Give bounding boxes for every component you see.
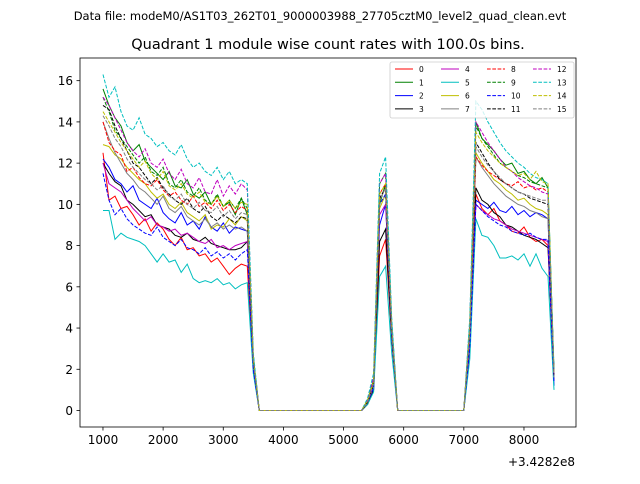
legend-label: 14 xyxy=(557,92,567,101)
series-line-8 xyxy=(102,121,555,411)
y-tick-label: 2 xyxy=(65,363,73,377)
y-tick-label: 6 xyxy=(65,280,73,294)
axes-frame xyxy=(79,57,577,428)
x-tick-label: 1000 xyxy=(88,433,119,447)
legend-item-3: 3 xyxy=(395,105,424,114)
x-tick-label: 8000 xyxy=(509,433,540,447)
legend-item-5: 5 xyxy=(441,78,470,87)
y-tick-label: 14 xyxy=(58,115,73,129)
y-tick-label: 4 xyxy=(65,322,73,336)
legend-label: 5 xyxy=(465,78,470,87)
legend-label: 0 xyxy=(419,65,424,74)
legend-box xyxy=(389,61,575,119)
y-tick-label: 10 xyxy=(58,198,73,212)
chart-suptitle: Data file: modeM0/AS1T03_262T01_90000039… xyxy=(74,9,567,23)
series-line-4 xyxy=(102,162,555,411)
legend-label: 13 xyxy=(557,78,567,87)
legend-label: 1 xyxy=(419,78,424,87)
series-line-15 xyxy=(102,115,555,411)
legend-item-15: 15 xyxy=(533,105,567,114)
series-line-9 xyxy=(102,97,555,411)
legend-label: 12 xyxy=(557,65,567,74)
legend-item-4: 4 xyxy=(441,65,470,74)
x-tick-label: 5000 xyxy=(328,433,359,447)
legend-label: 11 xyxy=(511,105,521,114)
legend-item-10: 10 xyxy=(487,92,521,101)
series-line-3 xyxy=(102,162,555,411)
legend-item-1: 1 xyxy=(395,78,424,87)
y-tick-label: 12 xyxy=(58,157,73,171)
series-line-14 xyxy=(102,111,555,411)
x-offset-label: +3.4282e8 xyxy=(508,455,575,469)
series-line-6 xyxy=(102,144,555,411)
legend-item-0: 0 xyxy=(395,65,424,74)
axis-ticks: 1000 2000 3000 4000 5000 6000 7000 8000 0 2 4 6 8 10 1… xyxy=(58,74,540,447)
series-line-1 xyxy=(102,88,555,411)
legend-label: 7 xyxy=(465,105,470,114)
y-tick-label: 16 xyxy=(58,74,73,88)
series-line-11 xyxy=(102,104,555,411)
legend-item-8: 8 xyxy=(487,65,516,74)
legend-item-7: 7 xyxy=(441,105,470,114)
legend-label: 8 xyxy=(511,65,516,74)
legend-label: 3 xyxy=(419,105,424,114)
legend-item-11: 11 xyxy=(487,105,521,114)
legend-label: 15 xyxy=(557,105,567,114)
x-tick-label: 4000 xyxy=(268,433,299,447)
legend-item-12: 12 xyxy=(533,65,567,74)
x-tick-label: 7000 xyxy=(449,433,480,447)
legend-label: 10 xyxy=(511,92,521,101)
legend-item-9: 9 xyxy=(487,78,516,87)
series-line-10 xyxy=(102,173,555,411)
legend-label: 9 xyxy=(511,78,516,87)
legend-label: 2 xyxy=(419,92,424,101)
series-line-7 xyxy=(102,121,555,411)
legend-item-2: 2 xyxy=(395,92,424,101)
y-tick-label: 8 xyxy=(65,239,73,253)
legend-label: 4 xyxy=(465,65,470,74)
plot-area xyxy=(102,74,555,411)
legend-item-6: 6 xyxy=(441,92,470,101)
y-tick-label: 0 xyxy=(65,404,73,418)
chart-title: Quadrant 1 module wise count rates with … xyxy=(131,37,525,53)
legend-item-14: 14 xyxy=(533,92,567,101)
series-line-0 xyxy=(102,152,555,411)
legend-label: 6 xyxy=(465,92,470,101)
x-tick-label: 2000 xyxy=(148,433,179,447)
x-tick-label: 3000 xyxy=(208,433,239,447)
legend-item-13: 13 xyxy=(533,78,567,87)
x-tick-label: 6000 xyxy=(388,433,419,447)
